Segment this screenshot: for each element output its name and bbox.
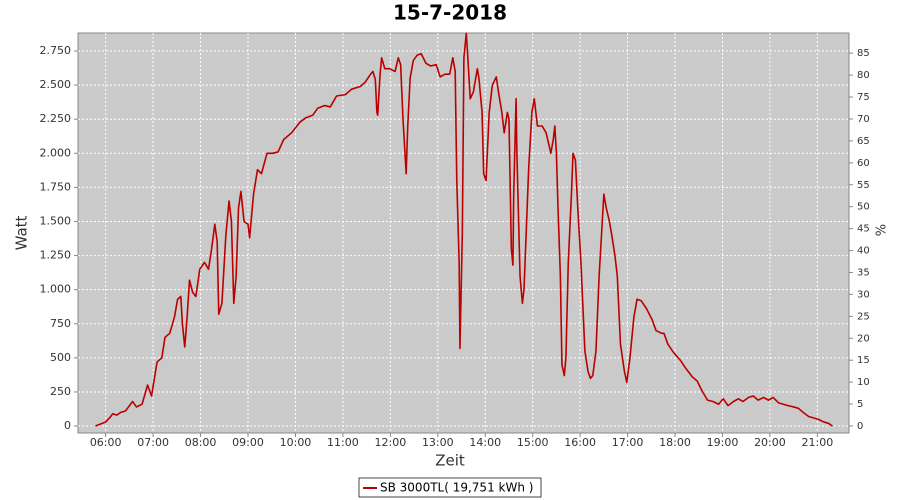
x-tick-label: 07:00: [137, 436, 169, 449]
y-tick-label: 500: [50, 351, 71, 364]
legend-box: [358, 477, 542, 498]
x-tick-label: 12:00: [375, 436, 407, 449]
y2-tick-label: 25: [857, 311, 870, 322]
y-tick-label: 750: [50, 317, 71, 330]
x-axis-title: Zeit: [435, 452, 465, 470]
y2-tick-label: 85: [857, 48, 870, 59]
x-tick-label: 19:00: [707, 436, 739, 449]
series-line: [95, 32, 833, 427]
x-tick-label: 06:00: [90, 436, 122, 449]
y2-tick-label: 45: [857, 224, 870, 235]
x-tick-label: 17:00: [612, 436, 644, 449]
y2-tick-label: 75: [857, 92, 870, 103]
y2-tick-label: 60: [857, 158, 870, 169]
y2-tick-label: 0: [857, 421, 863, 432]
y-axis-title: Watt: [13, 215, 31, 250]
x-tick-label: 20:00: [754, 436, 786, 449]
x-tick-label: 14:00: [469, 436, 501, 449]
y2-axis-title: %: [875, 224, 890, 236]
y-tick-label: 1.750: [40, 180, 72, 193]
y-tick-label: 2.750: [40, 44, 72, 57]
y-tick-label: 1.500: [40, 214, 72, 227]
y2-tick-label: 80: [857, 70, 870, 81]
y2-tick-label: 40: [857, 246, 870, 257]
y2-tick-label: 70: [857, 114, 870, 125]
y2-tick-label: 55: [857, 180, 870, 191]
y-tick-label: 0: [64, 419, 71, 432]
y2-tick-label: 15: [857, 355, 870, 366]
y-tick-label: 1.250: [40, 249, 72, 262]
legend-label: SB 3000TL( 19,751 kWh ): [380, 481, 533, 495]
y-tick-label: 250: [50, 385, 71, 398]
y2-tick-label: 35: [857, 267, 870, 278]
y-tick-label: 2.500: [40, 78, 72, 91]
x-tick-label: 11:00: [327, 436, 359, 449]
y-tick-label: 1.000: [40, 283, 72, 296]
y2-tick-label: 10: [857, 377, 870, 388]
y-tick-label: 2.250: [40, 112, 72, 125]
y-tick-label: 2.000: [40, 146, 72, 159]
x-tick-label: 15:00: [517, 436, 549, 449]
x-tick-label: 16:00: [564, 436, 596, 449]
x-tick-label: 08:00: [185, 436, 217, 449]
y2-tick-label: 20: [857, 333, 870, 344]
y2-tick-label: 5: [857, 399, 863, 410]
y2-tick-label: 50: [857, 202, 870, 213]
y2-tick-label: 65: [857, 136, 870, 147]
x-tick-label: 09:00: [232, 436, 264, 449]
x-tick-label: 18:00: [659, 436, 691, 449]
x-tick-label: 10:00: [280, 436, 312, 449]
x-tick-label: 13:00: [422, 436, 454, 449]
y2-tick-label: 30: [857, 289, 870, 300]
x-tick-label: 21:00: [802, 436, 834, 449]
chart-title: 15-7-2018: [393, 1, 507, 25]
